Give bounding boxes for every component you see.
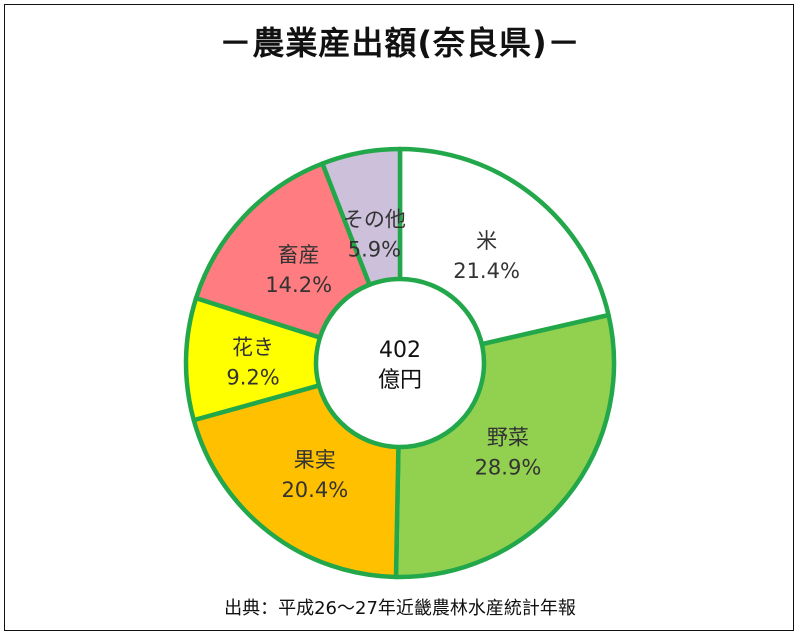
slice-percent-label: 5.9% [348, 237, 401, 261]
chart-title: －農業産出額(奈良県)－ [219, 24, 581, 62]
source-note: 出典：平成26～27年近畿農林水産統計年報 [224, 598, 576, 619]
donut-hole [313, 276, 487, 450]
slice-name-label: 花き [232, 335, 274, 359]
slice-name-label: 野菜 [487, 426, 529, 450]
center-total-unit: 億円 [378, 368, 422, 393]
slice-name-label: 米 [476, 229, 497, 253]
slice-labels: 米 21.4% 野菜 28.9% 果実 20.4% 花き 9.2% 畜産 14.2% その他 5.9% [226, 207, 541, 501]
slice-percent-label: 20.4% [281, 478, 348, 502]
slice-percent-label: 28.9% [475, 456, 542, 480]
slice-percent-label: 9.2% [226, 365, 279, 389]
slice-3 [183, 295, 403, 423]
center-total-value: 402 [379, 338, 421, 363]
slice-name-label: その他 [343, 207, 406, 231]
slice-percent-label: 21.4% [453, 259, 520, 283]
slice-name-label: 果実 [294, 448, 336, 472]
slice-name-label: 畜産 [278, 243, 320, 267]
slice-percent-label: 14.2% [265, 273, 332, 297]
